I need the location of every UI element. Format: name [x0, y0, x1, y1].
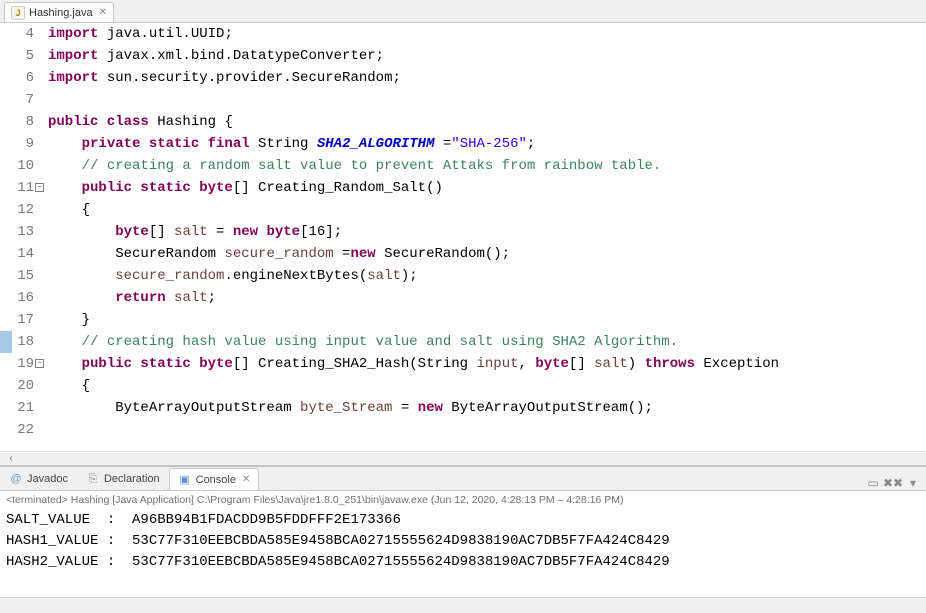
scroll-left-icon[interactable]: ‹ — [4, 453, 18, 465]
console-output[interactable]: SALT_VALUE : A96BB94B1FDACDD9B5FDDFFF2E1… — [0, 508, 926, 575]
editor-tab-filename: Hashing.java — [29, 7, 93, 19]
line-number: 19 — [0, 353, 34, 375]
line-number: 5 — [0, 45, 34, 67]
code-line[interactable] — [48, 419, 926, 441]
line-number: 14 — [0, 243, 34, 265]
code-line[interactable]: import sun.security.provider.SecureRando… — [48, 67, 926, 89]
code-line[interactable]: public static byte[] Creating_SHA2_Hash(… — [48, 353, 926, 375]
tab-declaration[interactable]: ⎘ Declaration — [77, 468, 169, 490]
line-number: 16 — [0, 287, 34, 309]
breakpoint-marker — [0, 331, 12, 353]
editor-tab-bar: J Hashing.java ✕ — [0, 0, 926, 23]
console-toolbar: ▭ ✖✖ ▾ — [866, 476, 926, 490]
line-number: 4 — [0, 23, 34, 45]
line-number: 6 — [0, 67, 34, 89]
line-number: 7 — [0, 89, 34, 111]
line-number: 20 — [0, 375, 34, 397]
tab-console[interactable]: ▣ Console ✕ — [169, 468, 260, 490]
tab-declaration-label: Declaration — [104, 473, 160, 485]
line-number: 12 — [0, 199, 34, 221]
code-line[interactable]: byte[] salt = new byte[16]; — [48, 221, 926, 243]
console-status-line: <terminated> Hashing [Java Application] … — [0, 491, 926, 508]
editor-tab[interactable]: J Hashing.java ✕ — [4, 2, 114, 22]
code-line[interactable] — [48, 89, 926, 111]
line-number: 13 — [0, 221, 34, 243]
console-line: HASH1_VALUE : 53C77F310EEBCBDA585E9458BC… — [6, 531, 920, 552]
code-line[interactable]: return salt; — [48, 287, 926, 309]
code-line[interactable]: public class Hashing { — [48, 111, 926, 133]
line-number-gutter: 4567891011−1213141516171819−202122 — [0, 23, 42, 451]
code-line[interactable]: public static byte[] Creating_Random_Sal… — [48, 177, 926, 199]
java-file-icon: J — [11, 6, 25, 20]
console-icon: ▣ — [178, 473, 192, 487]
close-icon[interactable]: ✕ — [99, 7, 107, 18]
line-number: 10 — [0, 155, 34, 177]
code-content[interactable]: import java.util.UUID;import javax.xml.b… — [42, 23, 926, 451]
line-number: 15 — [0, 265, 34, 287]
remove-launch-icon[interactable]: ▭ — [866, 476, 880, 490]
code-line[interactable]: // creating hash value using input value… — [48, 331, 926, 353]
code-line[interactable]: // creating a random salt value to preve… — [48, 155, 926, 177]
line-number: 21 — [0, 397, 34, 419]
bottom-panel: @ Javadoc ⎘ Declaration ▣ Console ✕ ▭ ✖✖… — [0, 466, 926, 597]
bottom-tab-bar: @ Javadoc ⎘ Declaration ▣ Console ✕ ▭ ✖✖… — [0, 467, 926, 491]
bottom-tabs-left: @ Javadoc ⎘ Declaration ▣ Console ✕ — [0, 468, 259, 490]
code-line[interactable]: import java.util.UUID; — [48, 23, 926, 45]
declaration-icon: ⎘ — [86, 472, 100, 486]
code-line[interactable]: ByteArrayOutputStream byte_Stream = new … — [48, 397, 926, 419]
code-line[interactable]: { — [48, 199, 926, 221]
code-line[interactable]: secure_random.engineNextBytes(salt); — [48, 265, 926, 287]
code-viewport[interactable]: 4567891011−1213141516171819−202122 impor… — [0, 23, 926, 451]
code-line[interactable]: import javax.xml.bind.DatatypeConverter; — [48, 45, 926, 67]
editor-horizontal-scrollbar[interactable]: ‹ — [0, 451, 926, 465]
tab-javadoc-label: Javadoc — [27, 473, 68, 485]
code-line[interactable]: SecureRandom secure_random =new SecureRa… — [48, 243, 926, 265]
console-line: HASH2_VALUE : 53C77F310EEBCBDA585E9458BC… — [6, 552, 920, 573]
line-number: 11 — [0, 177, 34, 199]
menu-icon[interactable]: ▾ — [906, 476, 920, 490]
editor-area: J Hashing.java ✕ 4567891011−121314151617… — [0, 0, 926, 466]
line-number: 8 — [0, 111, 34, 133]
console-line: SALT_VALUE : A96BB94B1FDACDD9B5FDDFFF2E1… — [6, 510, 920, 531]
tab-javadoc[interactable]: @ Javadoc — [0, 468, 77, 490]
code-line[interactable]: private static final String SHA2_ALGORIT… — [48, 133, 926, 155]
line-number: 9 — [0, 133, 34, 155]
remove-all-icon[interactable]: ✖✖ — [886, 476, 900, 490]
code-line[interactable]: } — [48, 309, 926, 331]
close-icon[interactable]: ✕ — [242, 474, 250, 485]
code-line[interactable]: { — [48, 375, 926, 397]
status-bar — [0, 597, 926, 613]
line-number: 22 — [0, 419, 34, 441]
tab-console-label: Console — [196, 474, 236, 486]
line-number: 17 — [0, 309, 34, 331]
javadoc-icon: @ — [9, 472, 23, 486]
